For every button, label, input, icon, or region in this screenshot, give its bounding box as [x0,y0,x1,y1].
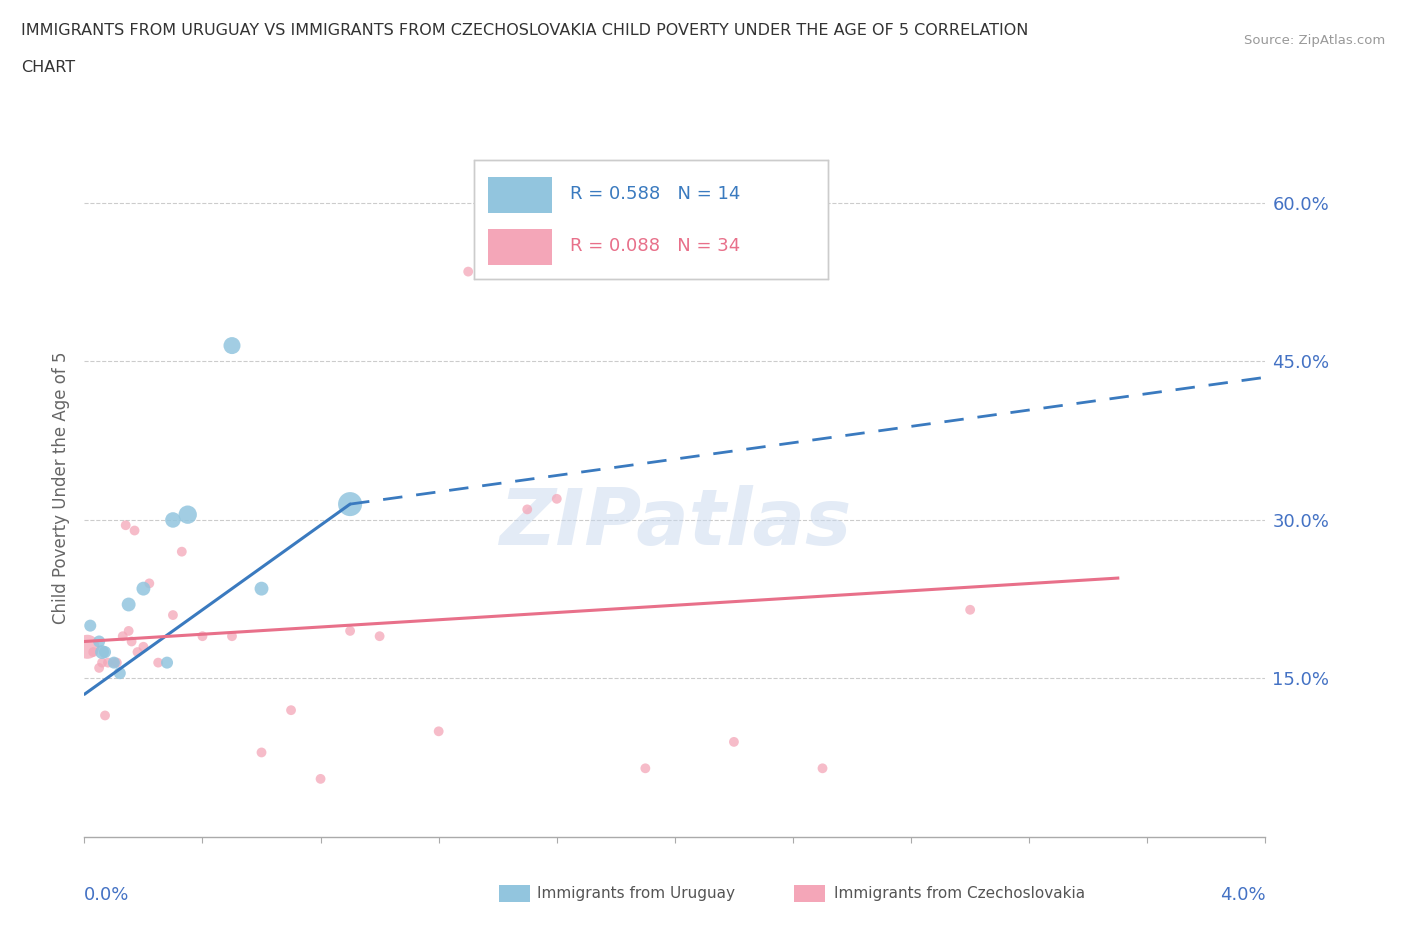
Text: 0.0%: 0.0% [84,885,129,904]
Point [103,656,125,671]
Point [89,660,111,675]
Text: Source: ZipAtlas.com: Source: ZipAtlas.com [1244,34,1385,47]
Point [148,656,170,671]
Point [309,772,332,787]
Point [959,603,981,618]
Point [79,618,101,633]
Point [76,639,98,654]
Text: IMMIGRANTS FROM URUGUAY VS IMMIGRANTS FROM CZECHOSLOVAKIA CHILD POVERTY UNDER TH: IMMIGRANTS FROM URUGUAY VS IMMIGRANTS FR… [21,23,1028,38]
Point [280,703,302,718]
Point [105,656,128,671]
Point [97,656,120,671]
Point [170,544,193,559]
Point [124,523,146,538]
Point [111,629,134,644]
Point [723,735,745,750]
Point [191,629,214,644]
Point [457,264,479,279]
Text: CHART: CHART [21,60,75,75]
Point [114,518,136,533]
Text: Immigrants from Uruguay: Immigrants from Uruguay [537,886,735,901]
Text: 4.0%: 4.0% [1220,885,1265,904]
Point [162,512,184,527]
Text: Immigrants from Czechoslovakia: Immigrants from Czechoslovakia [834,886,1085,901]
Point [250,581,273,596]
Point [811,761,834,776]
Point [221,629,243,644]
Point [118,597,141,612]
Point [427,724,450,738]
Point [94,708,117,723]
Point [516,502,538,517]
Point [91,644,114,659]
Point [177,507,200,522]
Point [162,607,184,622]
Point [94,644,117,659]
Point [121,634,143,649]
Point [250,745,273,760]
Point [132,639,155,654]
Point [339,623,361,638]
Point [138,576,160,591]
Point [634,761,657,776]
Text: ZIPatlas: ZIPatlas [499,485,851,561]
Point [368,629,391,644]
Point [339,497,361,512]
Point [89,634,111,649]
Point [103,656,125,671]
Point [546,491,568,506]
Point [118,623,141,638]
Point [221,339,243,353]
Point [108,666,131,681]
Point [156,656,179,671]
Point [127,644,149,659]
Point [132,581,155,596]
Point [91,656,114,671]
Point [82,644,104,659]
Y-axis label: Child Poverty Under the Age of 5: Child Poverty Under the Age of 5 [52,352,70,625]
